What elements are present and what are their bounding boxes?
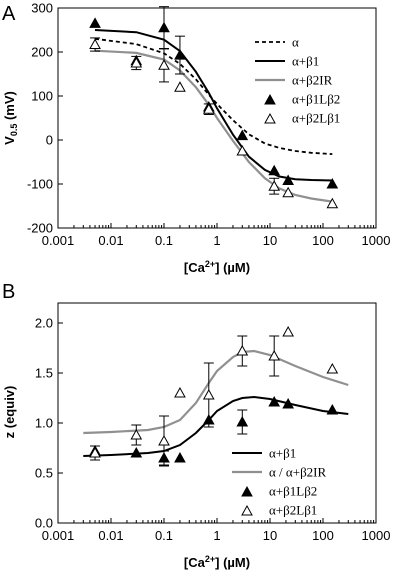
panel-b-filled-triangle-point — [236, 415, 249, 427]
panel-a-x-axis-label: [Ca2+] (µM) — [184, 259, 250, 275]
panel-b-x-tick-label: 1000 — [362, 528, 391, 543]
panel-b-filled-triangle-point — [130, 446, 143, 458]
panel-a-open-triangle-point — [202, 103, 215, 114]
panel-b-filled-triangle-point — [174, 451, 186, 463]
panel-a-y-tick-label: 100 — [31, 89, 53, 104]
panel-b-open-triangle-point — [236, 344, 249, 356]
panel-b-series-line-1 — [83, 349, 349, 435]
panel-b-legend-label: α+β2Lβ1 — [269, 503, 317, 518]
panel-b-legend-swatch-marker — [241, 504, 253, 516]
panel-a-filled-triangle-point — [326, 177, 339, 189]
panel-a-y-tick-label: 300 — [31, 1, 53, 16]
panel-a-open-triangle-point — [268, 180, 281, 191]
panel-a-filled-triangle-point — [158, 21, 170, 33]
panel-b-x-axis-label: [Ca2+] (µM) — [184, 554, 250, 570]
panel-b-y-tick-label: 0.5 — [35, 466, 53, 481]
panel-a-series-line-2 — [94, 49, 333, 203]
panel-a-x-tick-label: 1 — [213, 233, 220, 248]
panel-a-x-tick-label: 100 — [312, 233, 334, 248]
panel-a: A 0.001 0.01 0.1 1 10 100 1000 -200 -100 0 100 200 3… — [2, 1, 390, 276]
panel-a-filled-triangle-point — [268, 164, 281, 176]
panel-b-open-triangle-point — [282, 325, 294, 337]
panel-a-legend-swatch-marker — [264, 112, 276, 124]
panel-a-open-triangle-point — [174, 81, 186, 92]
panel-a-open-triangle-point — [282, 186, 294, 198]
panel-b-open-triangle-point — [130, 428, 143, 440]
panel-a-y-tick-label: -100 — [27, 177, 53, 192]
panel-a-open-triangle-point — [130, 56, 143, 68]
panel-a-y-tick-label: -200 — [27, 221, 53, 236]
panel-a-legend-label: α — [292, 35, 299, 50]
panel-b-x-tick-label: 10 — [263, 528, 277, 543]
panel-a-legend-label: α+β1 — [292, 54, 319, 69]
panel-b-open-triangle-point — [89, 446, 101, 458]
panel-a-filled-triangle-point — [89, 17, 101, 28]
panel-a-filled-triangle-point — [174, 49, 186, 60]
panel-b-series-line-0 — [83, 395, 349, 457]
panel-a-x-tick-label: 0.01 — [98, 233, 123, 248]
panel-a-open-triangle-point — [89, 38, 101, 50]
panel-b-y-tick-label: 1.0 — [35, 416, 53, 431]
panel-b-y-axis-label: z (equiv) — [2, 386, 17, 439]
panel-b-open-triangle-point — [326, 362, 339, 374]
panel-b-x-tick-label: 100 — [312, 528, 334, 543]
panel-a-plot-area: 0.001 0.01 0.1 1 10 100 1000 -200 -100 0 100 200 300… — [27, 1, 390, 249]
panel-b-y-tick-label: 0.0 — [35, 516, 53, 531]
panel-b-filled-triangle-point — [326, 403, 339, 415]
panel-b-open-triangle-point — [158, 434, 170, 446]
panel-a-x-tick-label: 10 — [263, 233, 277, 248]
panel-a-open-triangle-point — [326, 197, 339, 209]
panel-a-x-tick-label: 0.1 — [155, 233, 173, 248]
panel-b: B 0.001 0.01 0.1 1 10 100 1000 0.0 0.5 1.0 1.5 2.0 α… — [2, 281, 390, 570]
panel-b-x-tick-label: 1 — [213, 528, 220, 543]
panel-b-x-tick-label: 0.1 — [155, 528, 173, 543]
panel-b-open-triangle-point — [268, 349, 281, 361]
panel-b-open-triangle-point — [202, 388, 215, 400]
panel-a-y-tick-label: 0 — [46, 133, 53, 148]
panel-a-open-triangle-point — [158, 59, 170, 70]
panel-a-series-line-1 — [94, 29, 333, 182]
panel-b-legend-label: α+β1Lβ2 — [269, 484, 317, 499]
panel-a-filled-triangle-point — [236, 129, 249, 141]
panel-b-legend-label: α / α+β2IR — [269, 465, 327, 480]
panel-b-x-tick-label: 0.01 — [98, 528, 123, 543]
panel-a-x-tick-label: 0.001 — [42, 233, 75, 248]
panel-b-y-tick-label: 2.0 — [35, 316, 53, 331]
panel-b-legend-label: α+β1 — [269, 446, 296, 461]
panel-b-legend-swatch-marker — [241, 485, 253, 497]
panel-a-legend-label: α+β2IR — [292, 73, 333, 88]
panel-b-x-tick-label: 0.001 — [42, 528, 75, 543]
panel-b-open-triangle-point — [174, 386, 186, 398]
panel-a-open-triangle-point — [236, 144, 249, 156]
panel-b-filled-triangle-point — [282, 397, 294, 409]
panel-b-filled-triangle-point — [268, 395, 281, 407]
panel-b-letter: B — [2, 281, 15, 303]
panel-b-plot-area: 0.001 0.01 0.1 1 10 100 1000 0.0 0.5 1.0 1.5 2.0 α+β… — [35, 316, 391, 544]
panel-a-series-line-0 — [94, 37, 333, 155]
panel-a-legend-label: α+β1Lβ2 — [292, 92, 340, 107]
panel-a-y-tick-label: 200 — [31, 45, 53, 60]
panel-b-y-tick-label: 1.5 — [35, 366, 53, 381]
panel-a-filled-triangle-point — [282, 174, 294, 185]
panel-a-letter: A — [2, 3, 16, 25]
panel-a-legend-label: α+β2Lβ1 — [292, 111, 340, 126]
panel-a-y-axis-label: V0.5 (mV) — [2, 91, 19, 145]
panel-a-x-tick-label: 1000 — [362, 233, 391, 248]
panel-a-legend-swatch-marker — [264, 93, 276, 105]
